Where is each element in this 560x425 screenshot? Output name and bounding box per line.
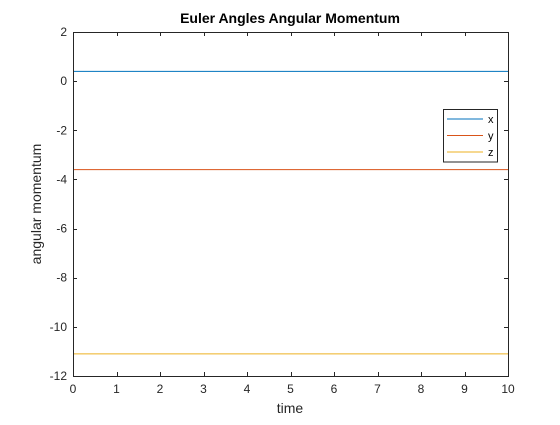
y-tick-label: -10 — [50, 320, 68, 334]
legend-label-x: x — [488, 114, 494, 126]
x-tick-label: 0 — [70, 382, 77, 396]
y-axis-label: angular momentum — [28, 144, 44, 265]
y-tick-label: -4 — [56, 172, 67, 186]
legend-label-y: y — [488, 131, 494, 143]
x-tick-label: 7 — [374, 382, 381, 396]
chart-title: Euler Angles Angular Momentum — [180, 10, 400, 26]
legend-label-z: z — [488, 147, 494, 159]
x-tick-label: 2 — [157, 382, 164, 396]
y-tick-label: 0 — [60, 74, 67, 88]
x-tick-label: 8 — [418, 382, 425, 396]
ticks-layer: 0 1 2 3 4 5 6 7 8 9 10 2 0 -2 -4 -6 -8 -10 -12 — [50, 25, 515, 396]
x-axis-label: time — [277, 400, 304, 416]
legend: xyz — [443, 109, 498, 163]
y-tick-label: 2 — [60, 25, 67, 39]
x-tick-label: 3 — [200, 382, 207, 396]
x-tick-label: 4 — [244, 382, 251, 396]
x-tick-label: 6 — [331, 382, 338, 396]
x-tick-label: 1 — [113, 382, 120, 396]
plot-background — [73, 32, 508, 376]
y-tick-label: -6 — [56, 222, 67, 236]
x-tick-label: 9 — [461, 382, 468, 396]
y-tick-label: -2 — [56, 123, 67, 137]
x-tick-label: 5 — [287, 382, 294, 396]
series-layer — [73, 70, 508, 355]
x-tick-label: 10 — [501, 382, 515, 396]
y-tick-label: -12 — [50, 369, 68, 383]
y-tick-label: -8 — [56, 271, 67, 285]
